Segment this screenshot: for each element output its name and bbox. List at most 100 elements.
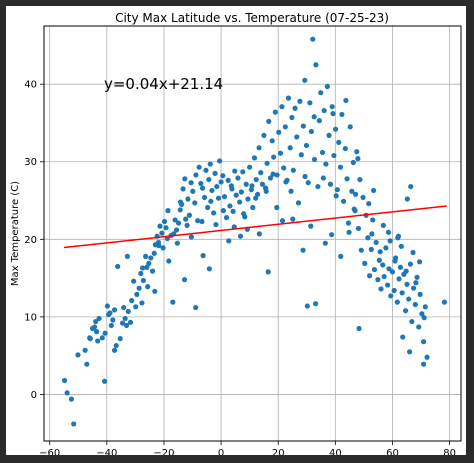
data-points	[61, 36, 448, 427]
data-point	[333, 193, 339, 199]
data-point	[199, 218, 205, 225]
data-point	[324, 83, 330, 90]
data-point	[212, 170, 218, 176]
data-point	[113, 342, 119, 349]
data-point	[206, 266, 212, 272]
data-point	[264, 160, 270, 166]
data-point	[117, 336, 123, 342]
data-point	[267, 175, 274, 181]
data-point	[111, 307, 118, 313]
data-point	[377, 249, 383, 255]
data-point	[241, 211, 247, 217]
data-point	[355, 225, 362, 232]
data-point	[406, 296, 412, 302]
data-point	[95, 338, 101, 344]
data-point	[347, 124, 353, 130]
data-point	[345, 220, 352, 226]
data-point	[341, 198, 347, 204]
data-point	[396, 276, 402, 282]
data-point	[272, 109, 278, 115]
data-point	[149, 268, 156, 274]
data-point	[289, 114, 295, 121]
data-point	[389, 269, 396, 275]
data-point	[220, 173, 226, 179]
data-point	[64, 390, 70, 396]
data-point	[329, 232, 335, 238]
data-point	[144, 264, 150, 270]
data-point	[218, 179, 224, 185]
data-point	[313, 62, 319, 68]
data-point	[190, 188, 196, 194]
data-point	[229, 186, 235, 192]
data-point	[211, 210, 217, 216]
data-point	[344, 176, 350, 182]
y-tick-label: 40	[24, 80, 37, 91]
data-point	[355, 156, 361, 162]
data-point	[205, 204, 211, 211]
data-point	[223, 214, 230, 221]
data-point	[388, 293, 394, 299]
data-point	[201, 194, 208, 201]
data-point	[318, 90, 324, 96]
data-point	[151, 250, 157, 256]
x-tick-label: 20	[272, 448, 285, 455]
data-point	[416, 259, 423, 265]
data-point	[258, 170, 264, 176]
data-point	[308, 128, 314, 135]
data-point	[163, 225, 169, 231]
data-point	[371, 266, 378, 273]
data-point	[245, 196, 251, 202]
data-point	[99, 335, 105, 341]
data-point	[303, 142, 310, 149]
data-point	[351, 206, 357, 212]
data-point	[237, 199, 243, 205]
data-point	[383, 245, 389, 251]
data-point	[61, 377, 68, 384]
data-point	[161, 218, 168, 225]
data-point	[330, 111, 336, 117]
data-point	[279, 104, 285, 110]
data-point	[193, 172, 199, 178]
data-point	[417, 291, 423, 297]
regression-group	[63, 205, 447, 249]
data-point	[256, 145, 262, 151]
data-point	[391, 287, 397, 294]
data-point	[119, 320, 126, 326]
data-point	[339, 111, 345, 118]
data-point	[381, 273, 387, 280]
data-point	[221, 194, 228, 200]
data-point	[227, 203, 233, 209]
data-point	[248, 187, 254, 193]
data-point	[196, 164, 202, 170]
data-point	[404, 281, 410, 287]
data-point	[249, 183, 255, 189]
data-point	[371, 187, 377, 194]
data-point	[333, 126, 339, 132]
data-point	[214, 183, 220, 190]
data-point	[131, 278, 137, 284]
data-point	[165, 208, 171, 214]
data-point	[336, 139, 342, 145]
data-point	[441, 299, 448, 305]
x-tick-label: 40	[329, 448, 342, 455]
data-point	[412, 301, 418, 308]
data-point	[279, 218, 286, 224]
data-point	[172, 217, 178, 223]
data-point	[157, 223, 163, 229]
data-point	[93, 318, 99, 325]
data-point	[71, 421, 77, 427]
data-point	[261, 132, 267, 138]
data-point	[146, 260, 152, 266]
data-point	[274, 172, 280, 178]
data-point	[360, 194, 366, 201]
data-point	[138, 270, 144, 277]
scatter-chart: City Max Latitude vs. Temperature (07-25…	[10, 11, 462, 455]
data-point	[281, 165, 287, 171]
data-point	[327, 181, 334, 187]
data-point	[215, 195, 222, 201]
x-ticks: −60 −40 −20 0 20 40 60 80	[39, 441, 456, 455]
data-point	[356, 325, 362, 332]
data-point	[385, 229, 392, 235]
data-point	[300, 247, 306, 253]
data-point	[230, 208, 236, 214]
